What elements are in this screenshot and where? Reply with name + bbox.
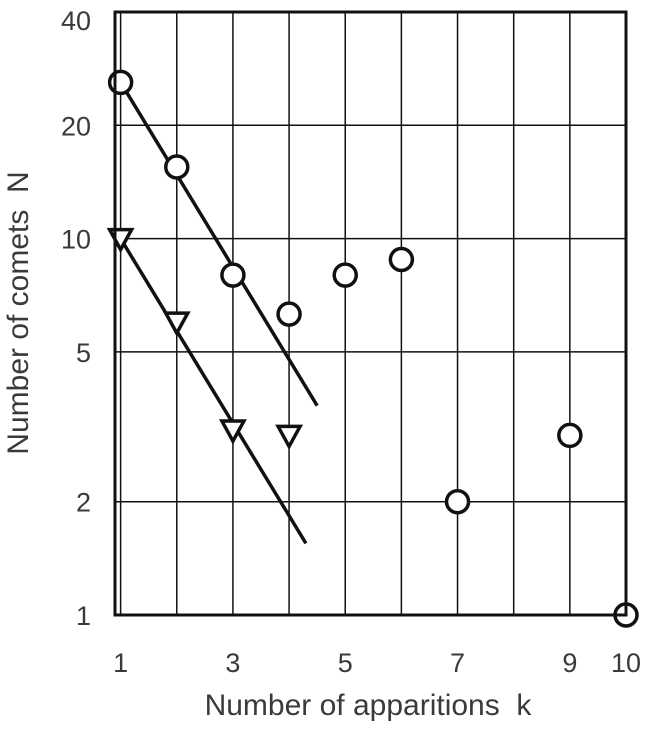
y-tick-label: 2: [76, 488, 91, 518]
x-tick-label: 10: [611, 648, 641, 678]
circle-point: [164, 154, 190, 180]
y-tick-label: 5: [76, 338, 91, 368]
triangle-point: [106, 227, 135, 254]
y-tick-labels: 1 2 5 10 20 40: [61, 6, 91, 631]
x-tick-label: 1: [113, 648, 128, 678]
x-tick-label: 7: [450, 648, 465, 678]
circle-point: [444, 488, 471, 515]
series-1-fit-line: [119, 81, 319, 407]
x-tick-label: 9: [562, 648, 577, 678]
triangle-point: [275, 424, 304, 451]
y-tick-label: 1: [76, 601, 91, 631]
plot-frame: [113, 10, 628, 617]
data-markers: [106, 69, 639, 628]
circle-point: [220, 262, 246, 288]
circle-point: [388, 246, 415, 273]
x-tick-label: 3: [225, 648, 240, 678]
circle-point: [557, 422, 583, 449]
circle-point: [332, 262, 358, 288]
grid-lines: [115, 12, 626, 615]
x-axis-label: Number of apparitions k: [205, 689, 533, 722]
fit-lines: [119, 81, 319, 545]
y-tick-label: 10: [61, 225, 91, 255]
y-tick-label: 40: [61, 6, 91, 36]
circle-point: [276, 301, 302, 327]
y-tick-label: 20: [61, 111, 91, 141]
x-tick-label: 5: [338, 648, 353, 678]
y-axis-label: Number of comets N: [2, 171, 35, 454]
x-tick-labels: 1 3 5 7 9 10: [113, 648, 641, 678]
triangle-point: [218, 419, 247, 445]
circle-point: [107, 69, 134, 96]
series-2-fit-line: [119, 237, 308, 545]
triangle-point: [162, 311, 191, 337]
